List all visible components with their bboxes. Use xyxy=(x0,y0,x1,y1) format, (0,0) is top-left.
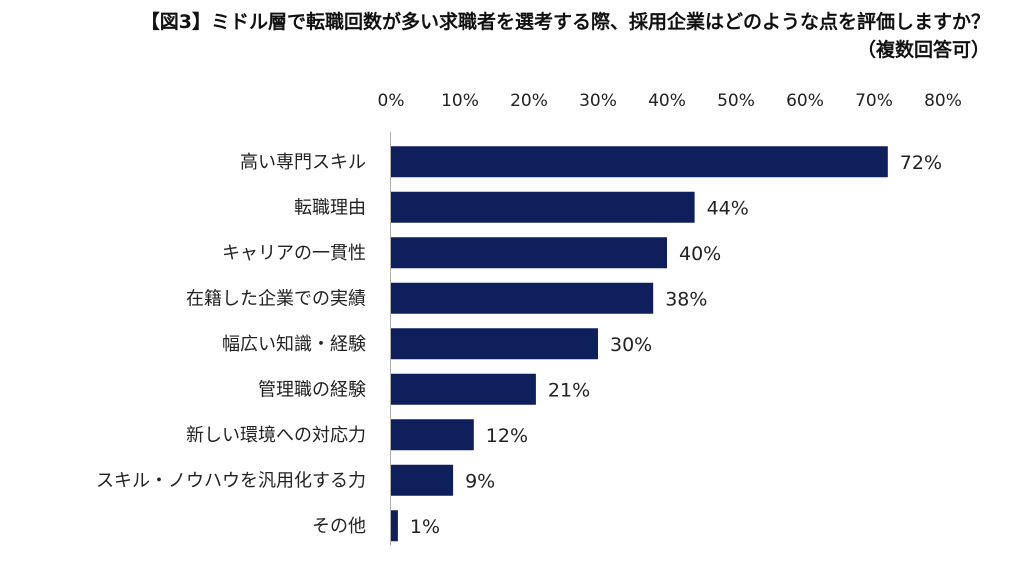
bar xyxy=(391,282,654,314)
category-label: その他 xyxy=(312,516,366,537)
category-label: 管理職の経験 xyxy=(258,379,366,400)
data-label: 44% xyxy=(707,197,749,219)
bar xyxy=(391,237,667,269)
chart-title: 【図3】ミドル層で転職回数が多い求職者を選考する際、採用企業はどのような点を評価… xyxy=(0,8,990,64)
x-tick-label: 20% xyxy=(510,91,548,111)
data-label: 38% xyxy=(665,288,707,310)
data-label: 30% xyxy=(610,334,652,356)
category-label: 転職理由 xyxy=(294,197,366,218)
data-label: 1% xyxy=(410,516,440,538)
category-label: 幅広い知識・経験 xyxy=(222,334,366,355)
data-label: 12% xyxy=(486,425,528,447)
x-tick-label: 10% xyxy=(441,91,479,111)
chart-title-line2: （複数回答可） xyxy=(856,39,990,61)
bar xyxy=(391,464,454,496)
bar xyxy=(391,328,598,360)
category-label: スキル・ノウハウを汎用化する力 xyxy=(96,470,366,491)
x-tick-label: 50% xyxy=(717,91,755,111)
x-tick-label: 70% xyxy=(855,91,893,111)
data-label: 9% xyxy=(465,470,495,492)
bar xyxy=(391,146,888,178)
x-tick-label: 60% xyxy=(786,91,824,111)
x-tick-label: 30% xyxy=(579,91,617,111)
x-tick-label: 80% xyxy=(924,91,962,111)
category-label: 高い専門スキル xyxy=(240,152,366,173)
bar xyxy=(391,373,536,405)
category-label: 新しい環境への対応力 xyxy=(186,425,366,446)
bar xyxy=(391,419,474,451)
x-tick-label: 40% xyxy=(648,91,686,111)
bar xyxy=(391,191,695,223)
category-label: 在籍した企業での実績 xyxy=(186,288,366,309)
chart-title-line1: 【図3】ミドル層で転職回数が多い求職者を選考する際、採用企業はどのような点を評価… xyxy=(140,11,990,33)
data-label: 72% xyxy=(900,152,942,174)
bar xyxy=(391,510,398,542)
data-label: 21% xyxy=(548,379,590,401)
data-label: 40% xyxy=(679,243,721,265)
category-label: キャリアの一貫性 xyxy=(222,243,366,264)
x-tick-label: 0% xyxy=(378,91,405,111)
